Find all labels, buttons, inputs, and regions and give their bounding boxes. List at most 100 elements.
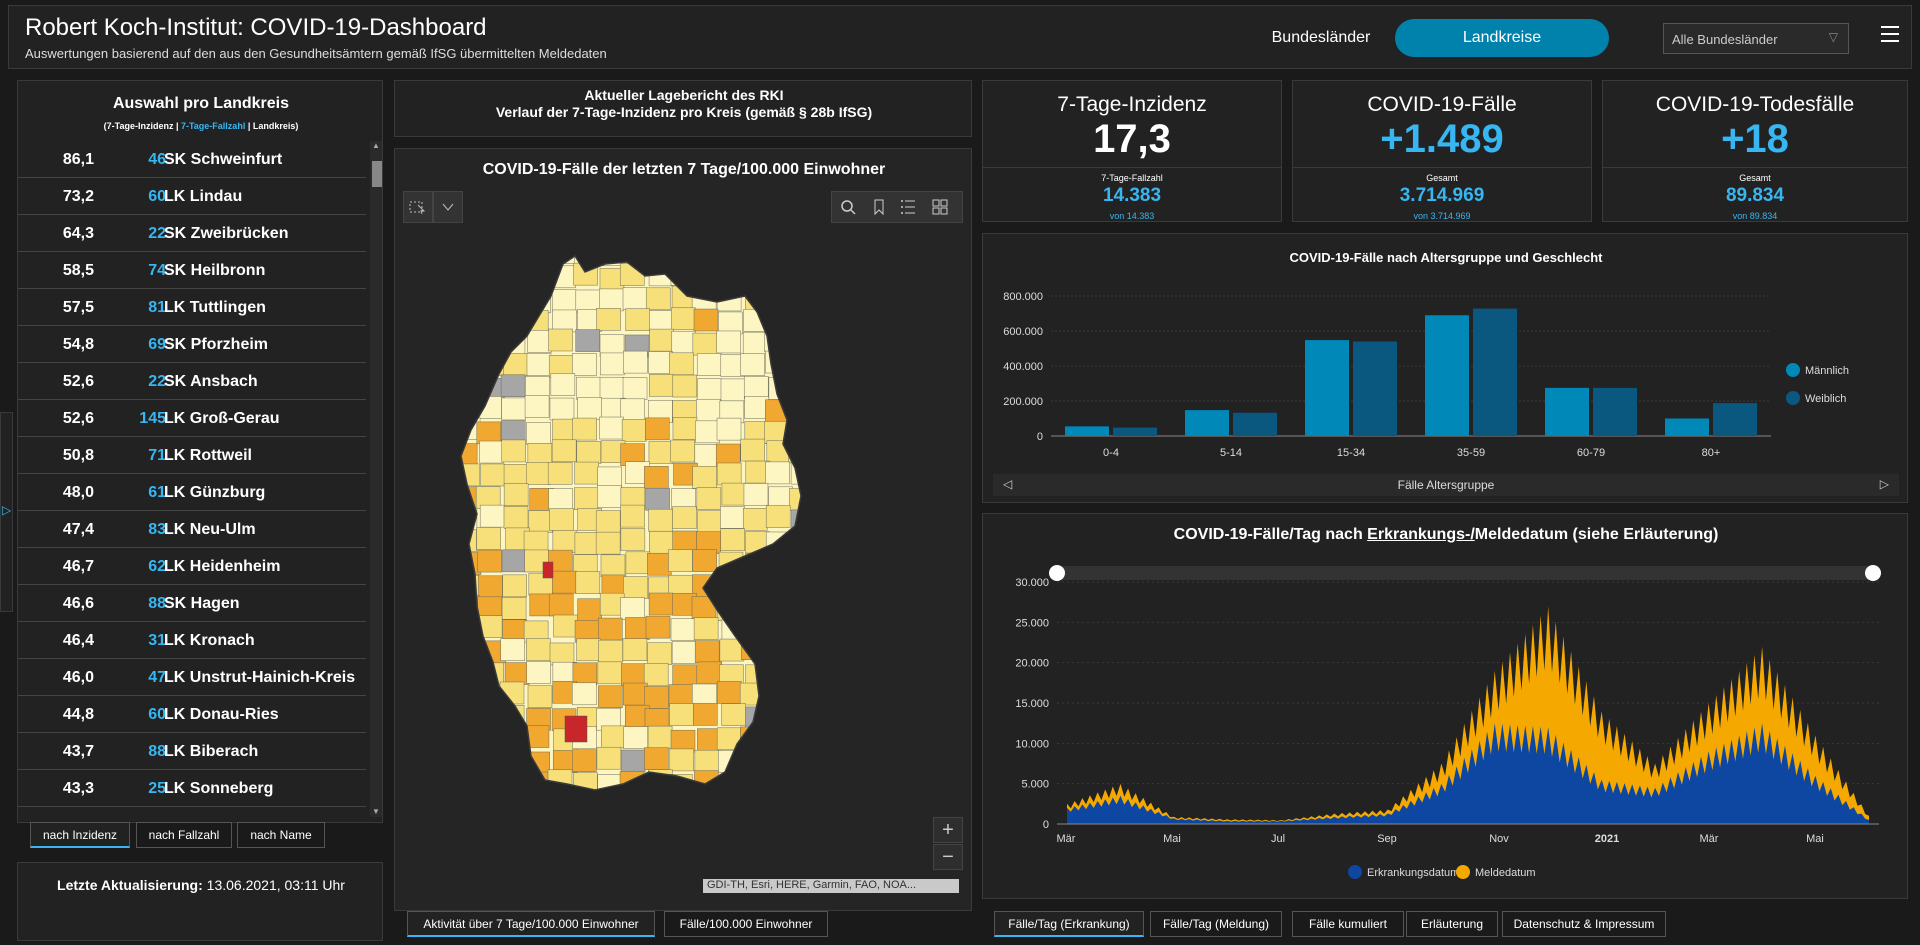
landkreis-row[interactable]: 86,1 46 SK Schweinfurt	[18, 141, 366, 178]
district-region	[502, 574, 527, 598]
fallzahl-value: 83	[148, 521, 166, 538]
district-region	[647, 642, 672, 666]
landkreis-row[interactable]: 50,8 71 LK Rottweil	[18, 437, 366, 474]
tab-datenschutz-impressum[interactable]: Datenschutz & Impressum	[1502, 911, 1666, 937]
chevron-down-icon[interactable]	[433, 191, 463, 223]
district-region	[552, 795, 576, 804]
district-region	[527, 685, 553, 709]
germany-map[interactable]	[455, 244, 815, 804]
kpi-subtitle: Gesamt	[1739, 173, 1771, 183]
tab-faelle-kumuliert[interactable]: Fälle kumuliert	[1292, 911, 1404, 937]
landkreis-row[interactable]: 48,0 61 LK Günzburg	[18, 474, 366, 511]
landkreis-row[interactable]: 47,4 83 LK Neu-Ulm	[18, 511, 366, 548]
district-region	[479, 662, 504, 686]
hamburger-menu-icon[interactable]	[1881, 26, 1899, 42]
district-region	[461, 377, 479, 401]
kpi-card: 7-Tage-Inzidenz 17,3 7-Tage-Fallzahl 14.…	[982, 80, 1282, 222]
landkreis-row[interactable]: 64,3 22 SK Zweibrücken	[18, 215, 366, 252]
district-region	[620, 528, 646, 551]
list-scrollbar-thumb[interactable]	[372, 161, 382, 187]
map-attribution[interactable]: GDI-TH, Esri, HERE, Garmin, FAO, NOA...	[703, 879, 959, 893]
district-region	[595, 531, 621, 555]
district-region	[542, 561, 554, 579]
kpi-total: 89.834	[1725, 185, 1785, 206]
tab-faelle-100000[interactable]: Fälle/100.000 Einwohner	[664, 911, 828, 937]
district-region	[793, 794, 815, 804]
district-region	[599, 376, 625, 400]
x-tick-label: Mai	[1806, 833, 1824, 845]
district-region	[623, 726, 648, 749]
landkreis-row[interactable]: 58,5 74 SK Heilbronn	[18, 252, 366, 289]
district-region	[721, 482, 747, 506]
landkreis-row[interactable]: 73,2 60 LK Lindau	[18, 178, 366, 215]
landkreis-row[interactable]: 46,0 47 LK Unstrut-Hainich-Kreis	[18, 659, 366, 696]
district-region	[671, 330, 697, 354]
district-region	[692, 332, 718, 356]
district-region	[744, 751, 770, 774]
landkreis-name: LK Tuttlingen	[164, 299, 266, 316]
fallzahl-value: 145	[139, 410, 166, 427]
landkreis-name: LK Donau-Ries	[164, 706, 279, 723]
landkreis-row[interactable]: 57,5 81 LK Tuttlingen	[18, 289, 366, 326]
district-region	[598, 639, 623, 663]
legend-label: Meldedatum	[1475, 867, 1536, 879]
bundesland-select[interactable]: Alle Bundesländer ▽	[1663, 23, 1849, 54]
district-region	[553, 256, 579, 264]
district-region	[548, 328, 573, 352]
legend-label: Weiblich	[1805, 393, 1846, 405]
scroll-up-icon[interactable]: ▲	[372, 141, 380, 150]
landkreis-row[interactable]: 43,3 25 LK Sonneberg	[18, 770, 366, 807]
bar-männlich	[1665, 418, 1709, 436]
landkreis-name: LK Kronach	[164, 632, 255, 649]
district-region	[461, 353, 480, 377]
lagebericht-link[interactable]: Aktueller Lagebericht des RKI Verlauf de…	[394, 80, 972, 137]
select-tool-icon[interactable]	[403, 191, 433, 223]
district-region	[793, 528, 801, 551]
side-panel-toggle[interactable]: ▷	[0, 412, 13, 612]
landkreis-row[interactable]: 46,7 62 LK Heidenheim	[18, 548, 366, 585]
list-scrollbar[interactable]	[370, 141, 382, 817]
district-region	[620, 398, 645, 422]
landkreis-row[interactable]: 43,7 88 LK Biberach	[18, 733, 366, 770]
kpi-title: COVID-19-Todesfälle	[1655, 93, 1855, 116]
landkreis-name: LK Biberach	[164, 743, 259, 760]
tab-erlaeuterung[interactable]: Erläuterung	[1406, 911, 1498, 937]
district-region	[787, 639, 801, 663]
bar-weiblich	[1713, 403, 1757, 436]
scroll-down-icon[interactable]: ▼	[372, 807, 380, 816]
age-chart-footer: ◁ Fälle Altersgruppe ▷	[993, 474, 1899, 496]
landkreis-row[interactable]: 52,6 145 LK Groß-Gerau	[18, 400, 366, 437]
district-region	[767, 797, 791, 804]
list-title: Auswahl pro Landkreis	[112, 95, 290, 112]
tab-nach-fallzahl[interactable]: nach Fallzahl	[136, 822, 232, 848]
landkreis-row[interactable]: 54,8 69 SK Pforzheim	[18, 326, 366, 363]
tab-aktivitaet-7-tage[interactable]: Aktivität über 7 Tage/100.000 Einwohner	[407, 911, 655, 937]
inzidenz-value: 50,8	[62, 447, 94, 464]
district-region	[670, 439, 695, 463]
district-region	[693, 256, 718, 266]
tab-faelle-tag-erkrankung[interactable]: Fälle/Tag (Erkrankung)	[994, 911, 1144, 937]
zoom-out-button[interactable]: −	[933, 844, 963, 870]
landkreis-row[interactable]: 46,6 88 SK Hagen	[18, 585, 366, 622]
tab-faelle-tag-meldung[interactable]: Fälle/Tag (Meldung)	[1150, 911, 1282, 937]
age-chart-panel: COVID-19-Fälle nach Altersgruppe und Ges…	[982, 233, 1908, 503]
tab-nach-inzidenz[interactable]: nach Inzidenz	[30, 822, 130, 848]
tab-nach-name[interactable]: nach Name	[237, 822, 325, 848]
district-region	[721, 703, 746, 726]
district-region	[620, 749, 646, 773]
landkreis-row[interactable]: 52,6 22 SK Ansbach	[18, 363, 366, 400]
district-region	[765, 461, 790, 485]
chevron-down-icon: ▽	[1828, 30, 1838, 44]
bundeslaender-button[interactable]: Bundesländer	[1271, 29, 1371, 46]
day-chart-title: COVID-19-Fälle/Tag nach Erkrankungs-/Mel…	[1173, 526, 1719, 543]
district-region	[599, 288, 624, 312]
district-region	[649, 256, 674, 265]
chevron-left-icon[interactable]: ◁	[1003, 477, 1013, 491]
age-chart-title: COVID-19-Fälle nach Altersgruppe und Ges…	[1289, 250, 1603, 265]
zoom-in-button[interactable]: +	[933, 817, 963, 843]
landkreis-row[interactable]: 44,8 60 LK Donau-Ries	[18, 696, 366, 733]
chevron-right-icon[interactable]: ▷	[1879, 477, 1889, 491]
landkreis-row[interactable]: 46,4 31 LK Kronach	[18, 622, 366, 659]
district-region	[527, 443, 553, 466]
landkreise-button[interactable]: Landkreise	[1395, 19, 1609, 57]
